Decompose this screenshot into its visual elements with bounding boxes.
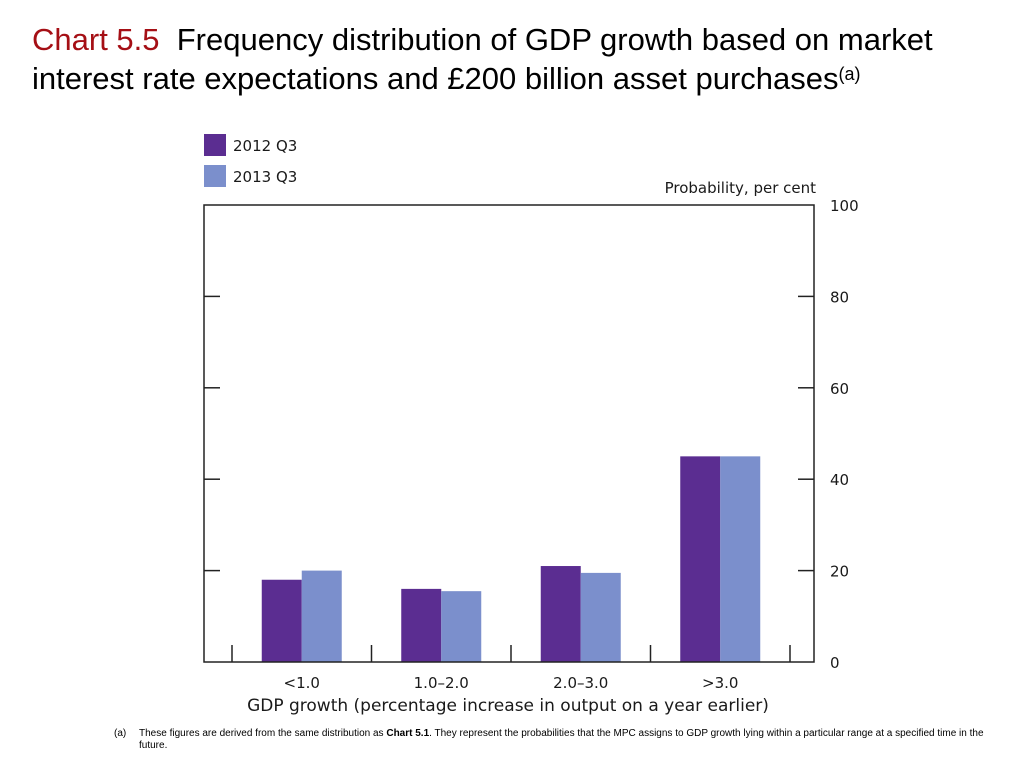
bar-series-2 — [580, 572, 621, 662]
x-tick-label: >3.0 — [702, 674, 738, 692]
chart-legend: 2012 Q3 2013 Q3 — [204, 134, 297, 187]
bar-series-1 — [401, 588, 442, 662]
footnote-body: These figures are derived from the same … — [139, 728, 1009, 752]
bar-series-2 — [441, 591, 482, 662]
x-axis-label: GDP growth (percentage increase in outpu… — [247, 696, 769, 716]
y-tick-label: 0 — [830, 654, 840, 672]
x-axis: <1.0 1.0–2.0 2.0–3.0 >3.0 — [231, 645, 791, 692]
y-tick-label: 20 — [830, 563, 849, 581]
bar-series-2 — [720, 456, 761, 662]
bars-group — [261, 456, 761, 662]
plot-frame — [203, 204, 815, 663]
legend-swatch — [204, 134, 226, 156]
chart-title: Chart 5.5 Frequency distribution of GDP … — [32, 20, 992, 98]
y-tick-label: 100 — [830, 197, 859, 215]
bar-series-1 — [540, 566, 581, 662]
y-tick-label: 40 — [830, 471, 849, 489]
footnote-chart-ref: Chart 5.1 — [386, 728, 430, 739]
bar-series-2 — [301, 570, 342, 662]
legend-swatch — [204, 165, 226, 187]
y-tick-label: 80 — [830, 288, 849, 306]
y-tick-label: 60 — [830, 380, 849, 398]
x-tick-label: 1.0–2.0 — [414, 674, 469, 692]
chart-title-text: Frequency distribution of GDP growth bas… — [32, 22, 933, 96]
legend-label: 2013 Q3 — [233, 168, 297, 186]
y-axis: 0 20 40 60 80 100 — [204, 197, 859, 672]
footnote: (a) These figures are derived from the s… — [114, 728, 1009, 752]
x-tick-label: 2.0–3.0 — [553, 674, 608, 692]
title-footnote-marker: (a) — [838, 64, 861, 84]
footnote-text-after: . They represent the probabilities that … — [139, 728, 984, 751]
legend-label: 2012 Q3 — [233, 137, 297, 155]
bar-series-1 — [680, 456, 721, 662]
chart-number-label: Chart 5.5 — [32, 22, 160, 57]
y-axis-label: Probability, per cent — [665, 179, 816, 197]
x-tick-label: <1.0 — [284, 674, 320, 692]
bar-series-1 — [261, 579, 302, 662]
footnote-text-before: These figures are derived from the same … — [139, 728, 387, 739]
footnote-marker: (a) — [114, 728, 127, 739]
